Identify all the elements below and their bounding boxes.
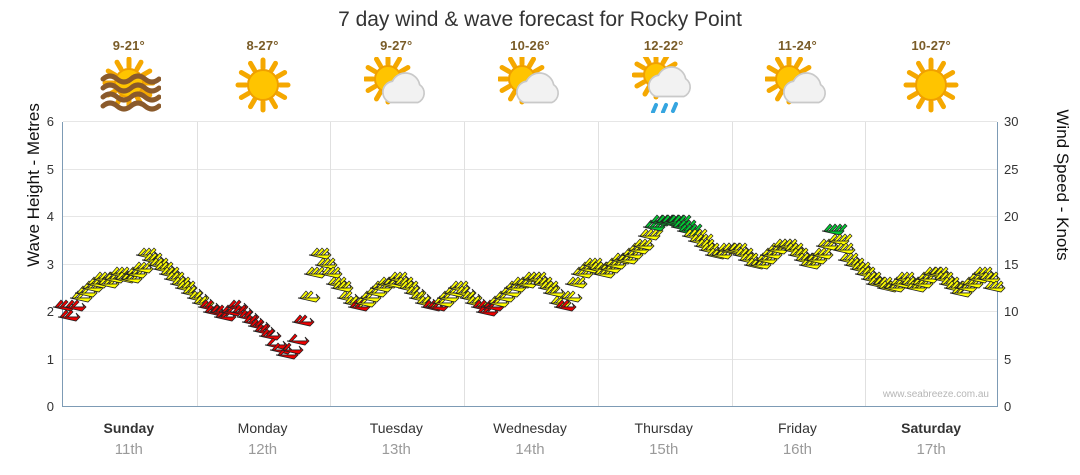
day-header: 9-27° (326, 38, 466, 109)
gridline (63, 311, 997, 312)
sunny-icon (193, 57, 333, 113)
page-title: 7 day wind & wave forecast for Rocky Poi… (338, 8, 742, 31)
day-name: Saturday (901, 420, 962, 436)
day-name: Monday (237, 420, 288, 436)
left-tick-label: 6 (46, 114, 54, 129)
right-tick-label: 15 (1004, 256, 1019, 272)
wind-barb (307, 244, 335, 266)
wind-barb (809, 244, 837, 266)
day-separator (196, 122, 198, 406)
day-temperature-range: 8-27° (246, 38, 279, 53)
wind-barb (636, 225, 664, 247)
left-tick-label: 5 (46, 161, 54, 177)
day-date: 11th (114, 441, 143, 458)
partly-cloudy-icon (460, 53, 600, 109)
wind-barb (541, 282, 569, 304)
day-footer: Thursday 15th (594, 420, 734, 458)
day-header: 10-27° (861, 38, 1001, 113)
right-tick-label: 20 (1004, 209, 1019, 224)
partly-cloudy-icon (727, 53, 867, 109)
wind-barb (329, 277, 357, 299)
gridline (63, 216, 997, 217)
day-temperature-range: 10-27° (911, 38, 951, 53)
day-header: 8-27° (193, 38, 333, 113)
day-headers: 9-21° 8-27° 9-27° 10-26° 12-22° 11-24° 1… (0, 0, 1080, 120)
day-temperature-range: 9-27° (380, 38, 413, 53)
wind-barb (558, 287, 586, 309)
wind-barb (976, 268, 1004, 290)
day-name: Tuesday (369, 420, 423, 436)
day-temperature-range: 11-24° (777, 38, 817, 53)
day-header: 11-24° (727, 38, 867, 109)
gridline (63, 121, 997, 122)
wind-barb (831, 239, 859, 261)
sunny-icon (861, 57, 1001, 113)
wind-barb (279, 339, 307, 361)
day-header: 10-26° (460, 38, 600, 109)
wind-barb (257, 325, 285, 347)
day-footer: Wednesday 14th (460, 420, 600, 458)
day-header: 12-22° (594, 38, 734, 114)
wind-barb (630, 235, 658, 257)
right-tick-label: 0 (1004, 399, 1012, 414)
day-name: Wednesday (493, 420, 567, 436)
right-tick-label: 5 (1004, 351, 1012, 367)
right-tick-label: 30 (1004, 114, 1019, 129)
day-temperature-range: 12-22° (643, 38, 684, 53)
wind-barb (552, 296, 580, 318)
day-footer: Saturday 17th (861, 420, 1001, 458)
day-date: 15th (649, 441, 679, 458)
left-tick-label: 0 (46, 399, 54, 414)
wind-barb (825, 230, 853, 252)
wind-barb (981, 277, 1009, 299)
wind-barb (820, 220, 848, 242)
wind-barb (290, 311, 318, 333)
day-separator (731, 122, 733, 406)
wind-barb (296, 287, 324, 309)
day-header: 9-21° (59, 38, 199, 112)
left-tick-label: 2 (46, 304, 54, 319)
day-name: Sunday (103, 420, 155, 436)
wind-barb (56, 306, 84, 328)
day-footer: Monday 12th (193, 420, 333, 458)
day-footer: Tuesday 13th (326, 420, 466, 458)
day-name: Friday (777, 420, 817, 436)
day-date: 17th (916, 441, 946, 458)
gridline (63, 168, 997, 170)
gridline (63, 263, 997, 265)
day-temperature-range: 10-26° (510, 38, 550, 53)
day-separator (464, 122, 466, 406)
right-tick-label: 25 (1004, 161, 1019, 177)
watermark: www.seabreeze.com.au (882, 389, 989, 400)
gridline (63, 358, 997, 360)
day-date: 13th (381, 441, 411, 458)
wind-barb (62, 296, 90, 318)
partly-cloudy-icon (326, 53, 466, 109)
day-temperature-range: 9-21° (112, 38, 145, 53)
right-tick-label: 10 (1004, 304, 1019, 319)
left-tick-label: 1 (46, 351, 54, 367)
left-tick-label: 4 (46, 209, 54, 224)
wind-barb (313, 254, 341, 276)
day-footer: Sunday 11th (59, 420, 199, 458)
day-date: 16th (782, 441, 813, 458)
windy-haze-icon (59, 56, 199, 112)
left-tick-label: 3 (46, 256, 54, 272)
wind-barb (285, 330, 313, 352)
wind-barb (263, 334, 291, 356)
wind-barb (563, 273, 591, 295)
day-date: 14th (515, 441, 545, 458)
day-name: Thursday (634, 420, 693, 436)
showers-icon (594, 50, 734, 114)
wind-barb (318, 263, 346, 285)
day-footer: Friday 16th (727, 420, 867, 458)
day-date: 12th (247, 441, 278, 458)
